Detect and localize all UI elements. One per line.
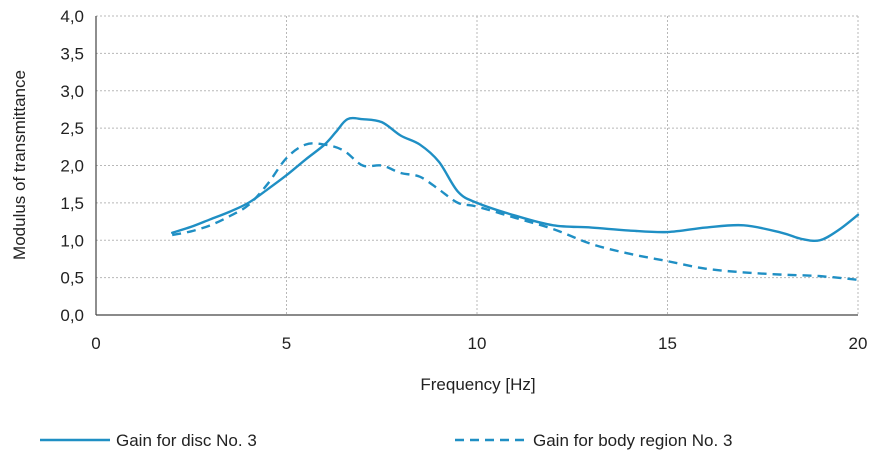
y-tick-label: 3,5 [60,44,84,63]
legend: Gain for disc No. 3 Gain for body region … [40,431,732,450]
y-tick-label: 2,5 [60,119,84,138]
grid [96,15,859,315]
x-tick-label: 5 [282,334,291,353]
axes [95,16,858,316]
series [171,116,860,282]
y-tick-label: 0,0 [60,306,84,325]
legend-label-1: Gain for disc No. 3 [116,431,257,450]
y-tick-label: 1,5 [60,194,84,213]
x-tick-label: 20 [849,334,868,353]
y-tick-label: 2,0 [60,157,84,176]
y-axis-title: Modulus of transmittance [10,70,29,260]
legend-label-2: Gain for body region No. 3 [533,431,732,450]
y-tick-label: 3,0 [60,82,84,101]
tick-labels: 0,0 0,5 1,0 1,5 2,0 2,5 3,0 3,5 4,0 0 5 10 15 20 [60,7,867,353]
y-tick-label: 4,0 [60,7,84,26]
y-tick-label: 1,0 [60,231,84,250]
series-line-1 [171,116,860,243]
y-tick-label: 0,5 [60,269,84,288]
x-axis-title: Frequency [Hz] [420,375,535,394]
x-tick-label: 15 [658,334,677,353]
x-tick-label: 0 [91,334,100,353]
series-line-2 [171,142,859,282]
x-tick-label: 10 [468,334,487,353]
